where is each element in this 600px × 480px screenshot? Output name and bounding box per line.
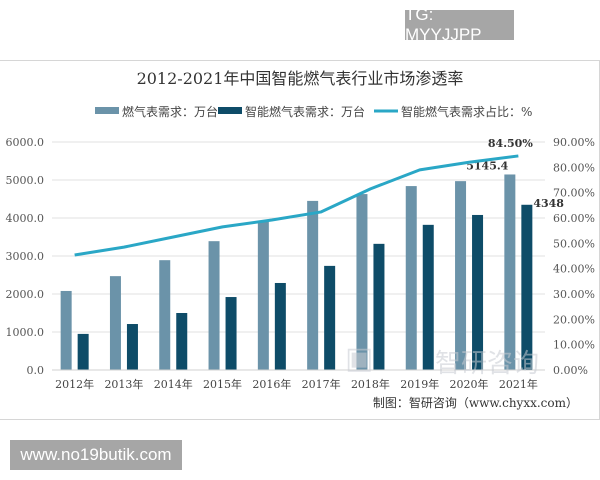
right-tick-label: 90.00% xyxy=(553,136,595,149)
watermark-text: 智研咨询 xyxy=(435,349,539,379)
x-tick-label: 2018年 xyxy=(351,377,390,391)
bar-gas-meter-demand xyxy=(109,276,121,370)
data-label-share: 84.50% xyxy=(488,137,533,150)
right-tick-label: 20.00% xyxy=(553,313,595,326)
bar-smart-meter-demand xyxy=(521,204,533,370)
legend-swatch xyxy=(95,107,119,114)
bar-gas-meter-demand xyxy=(60,290,72,370)
source-note: 制图：智研咨询（www.chyxx.com） xyxy=(373,395,578,410)
line-series: 84.50% xyxy=(74,137,533,257)
watermark-logo: ▣ xyxy=(345,341,373,376)
x-tick-label: 2014年 xyxy=(154,377,193,391)
x-tick-label: 2021年 xyxy=(499,377,538,391)
x-tick-label: 2017年 xyxy=(302,377,341,391)
bar-smart-meter-demand xyxy=(373,243,385,370)
left-tick-label: 1000.0 xyxy=(6,326,45,339)
right-tick-label: 50.00% xyxy=(553,237,595,250)
bar-smart-meter-demand xyxy=(77,333,89,370)
bar-gas-meter-demand xyxy=(405,186,417,370)
x-tick-label: 2012年 xyxy=(55,377,94,391)
bar-smart-meter-demand xyxy=(225,297,237,370)
gridlines xyxy=(52,141,545,371)
bar-gas-meter-demand xyxy=(159,260,171,370)
left-tick-label: 2000.0 xyxy=(6,288,45,301)
x-tick-label: 2015年 xyxy=(203,377,242,391)
right-tick-label: 80.00% xyxy=(553,161,595,174)
bar-smart-meter-demand xyxy=(422,224,434,370)
bar-smart-meter-demand xyxy=(472,214,484,370)
right-tick-label: 40.00% xyxy=(553,263,595,276)
bar-smart-meter-demand xyxy=(176,313,188,370)
bar-gas-meter-demand xyxy=(257,221,269,370)
watermark-badge-top: TG: MYYJJPP xyxy=(405,5,514,44)
left-tick-label: 0.0 xyxy=(27,364,45,377)
line-smart-share xyxy=(74,154,519,257)
legend-label: 智能燃气表需求占比：% xyxy=(401,104,532,119)
bar-gas-meter-demand xyxy=(307,200,319,370)
left-axis: 0.0 1000.0 2000.0 3000.0 4000.0 5000.0 6000.0 xyxy=(6,136,45,377)
data-label-smart: 4348 xyxy=(533,197,564,210)
x-axis: 2012年 2013年 2014年 2015年 2016年 2017年 2018年 2019年… xyxy=(52,349,545,391)
legend-label: 智能燃气表需求：万台 xyxy=(245,104,365,119)
x-tick-label: 2019年 xyxy=(400,377,439,391)
chart-title: 2012-2021年中国智能燃气表行业市场渗透率 xyxy=(137,69,464,88)
right-tick-label: 0.00% xyxy=(553,364,588,377)
right-tick-label: 30.00% xyxy=(553,288,595,301)
chart: 2012-2021年中国智能燃气表行业市场渗透率 燃气表需求：万台 智能燃气表需求… xyxy=(6,69,595,410)
x-tick-label: 2013年 xyxy=(104,377,143,391)
x-tick-label: 2020年 xyxy=(450,377,489,391)
bar-gas-meter-demand xyxy=(504,174,516,370)
bar-smart-meter-demand xyxy=(274,282,286,370)
watermark-badge-bottom: www.no19butik.com xyxy=(10,440,182,470)
left-tick-label: 3000.0 xyxy=(6,250,45,263)
bar-gas-meter-demand xyxy=(356,194,368,370)
right-tick-label: 10.00% xyxy=(553,339,595,352)
left-tick-label: 5000.0 xyxy=(6,174,45,187)
bar-smart-meter-demand xyxy=(126,324,138,370)
right-tick-label: 70.00% xyxy=(553,187,595,200)
legend-label: 燃气表需求：万台 xyxy=(122,104,218,119)
x-tick-label: 2016年 xyxy=(252,377,291,391)
left-tick-label: 6000.0 xyxy=(6,136,45,149)
bar-smart-meter-demand xyxy=(324,265,336,370)
left-tick-label: 4000.0 xyxy=(6,212,45,225)
right-tick-label: 60.00% xyxy=(553,212,595,225)
legend-swatch xyxy=(218,107,242,114)
bar-gas-meter-demand xyxy=(455,181,467,370)
right-axis: 0.00% 10.00% 20.00% 30.00% 40.00% 50.00% 60.00… xyxy=(553,136,595,377)
legend: 燃气表需求：万台 智能燃气表需求：万台 智能燃气表需求占比：% xyxy=(95,104,532,119)
bar-gas-meter-demand xyxy=(208,241,220,370)
